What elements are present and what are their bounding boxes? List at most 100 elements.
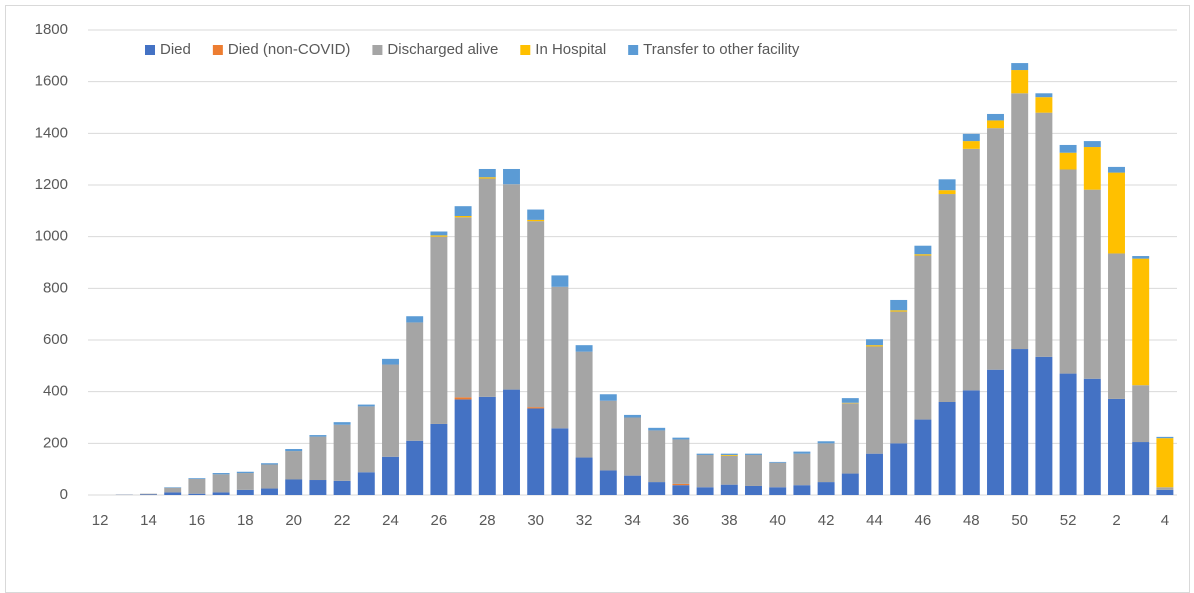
bar-segment (648, 427, 666, 431)
bar-segment (261, 463, 278, 465)
y-tick-label: 600 (43, 331, 68, 348)
bar-segment (720, 454, 738, 456)
bar-segment (1108, 253, 1125, 399)
bar-segment (527, 209, 545, 220)
x-tick-label: 40 (769, 512, 786, 529)
bar-segment (454, 399, 472, 495)
legend-label: Transfer to other facility (643, 41, 800, 58)
bar-segment (1108, 398, 1125, 495)
legend-label: Died (non-COVID) (228, 41, 351, 58)
bar-segment (575, 345, 593, 352)
bar-segment (938, 179, 956, 191)
bar-segment (890, 310, 908, 312)
y-tick-label: 1600 (35, 73, 68, 90)
bar-segment (333, 424, 351, 481)
x-tick-label: 32 (576, 512, 593, 529)
bar-segment (1059, 373, 1077, 495)
bar-segment (357, 404, 375, 407)
bar-segment (382, 364, 399, 457)
bar-segment (164, 487, 182, 493)
bar-segment (841, 473, 859, 495)
bar-segment (1059, 169, 1077, 374)
y-tick-label: 1000 (35, 228, 68, 245)
legend-swatch (520, 45, 531, 55)
bar-segment (817, 443, 835, 483)
bar-segment (672, 437, 690, 440)
bar-segment (357, 406, 375, 473)
bar-segment (914, 254, 932, 256)
x-tick-label: 4 (1161, 512, 1169, 529)
bar-segment (1083, 141, 1101, 148)
bar-segment (478, 177, 496, 179)
y-tick-label: 200 (43, 434, 68, 451)
bar-segment (236, 473, 254, 490)
bar-segment (938, 402, 956, 495)
bar-segment (938, 194, 956, 402)
bar-segment (551, 428, 569, 495)
bar-segment (720, 484, 738, 495)
bar-segment (769, 487, 787, 495)
legend-label: In Hospital (535, 41, 606, 58)
x-tick-label: 22 (334, 512, 351, 529)
bar-segment (1059, 152, 1077, 170)
bar-segment (720, 453, 738, 455)
bar-segment (841, 398, 859, 403)
x-tick-label: 48 (963, 512, 980, 529)
x-tick-label: 16 (189, 512, 206, 529)
x-tick-label: 24 (382, 512, 399, 529)
bar-segment (1083, 147, 1101, 190)
x-tick-label: 2 (1112, 512, 1120, 529)
x-tick-label: 44 (866, 512, 883, 529)
bar-segment (1156, 487, 1174, 490)
bar-segment (140, 494, 157, 495)
bar-segment (478, 396, 496, 495)
bar-segment (527, 408, 545, 495)
bar-segment (720, 455, 738, 485)
bar-segment (866, 453, 883, 495)
bar-segment (551, 286, 569, 429)
bar-segment (140, 493, 157, 495)
bar-segment (551, 275, 569, 287)
bar-segment (817, 482, 835, 495)
bar-segment (769, 461, 787, 463)
bar-segment (1059, 144, 1077, 153)
bar-segment (648, 430, 666, 483)
bar-segment (987, 369, 1004, 495)
legend-swatch (628, 45, 639, 55)
x-tick-label: 14 (140, 512, 157, 529)
bar-segment (672, 439, 690, 484)
bar-segment (599, 400, 617, 471)
y-tick-label: 1800 (35, 21, 68, 38)
bar-segment (430, 231, 448, 236)
legend-swatch (145, 45, 155, 55)
bar-segment (914, 419, 932, 495)
bar-segment (962, 390, 980, 495)
bar-segment (793, 453, 811, 486)
bar-segment (672, 483, 690, 486)
bar-segment (866, 345, 883, 347)
bar-segment (236, 489, 254, 495)
bar-segment (841, 402, 859, 404)
y-tick-label: 800 (43, 279, 68, 296)
x-tick-label: 30 (527, 512, 544, 529)
bar-segment (866, 339, 883, 346)
bar-segment (285, 451, 303, 480)
bar-segment (1132, 256, 1150, 259)
bar-segment (1035, 93, 1053, 98)
bar-segment (1083, 378, 1101, 495)
bar-segment (527, 221, 545, 408)
bar-segment (1035, 356, 1053, 495)
bar-segment (938, 190, 956, 195)
bar-segment (1108, 166, 1125, 173)
bar-segment (890, 311, 908, 444)
bar-segment (793, 485, 811, 495)
bar-segment (769, 462, 787, 488)
bar-segment (503, 184, 520, 390)
bar-segment (696, 454, 714, 488)
bar-segment (309, 435, 327, 437)
bar-segment (599, 394, 617, 401)
bar-segment (454, 206, 472, 216)
x-tick-label: 28 (479, 512, 496, 529)
bar-segment (236, 471, 254, 474)
bar-segment (333, 422, 351, 425)
